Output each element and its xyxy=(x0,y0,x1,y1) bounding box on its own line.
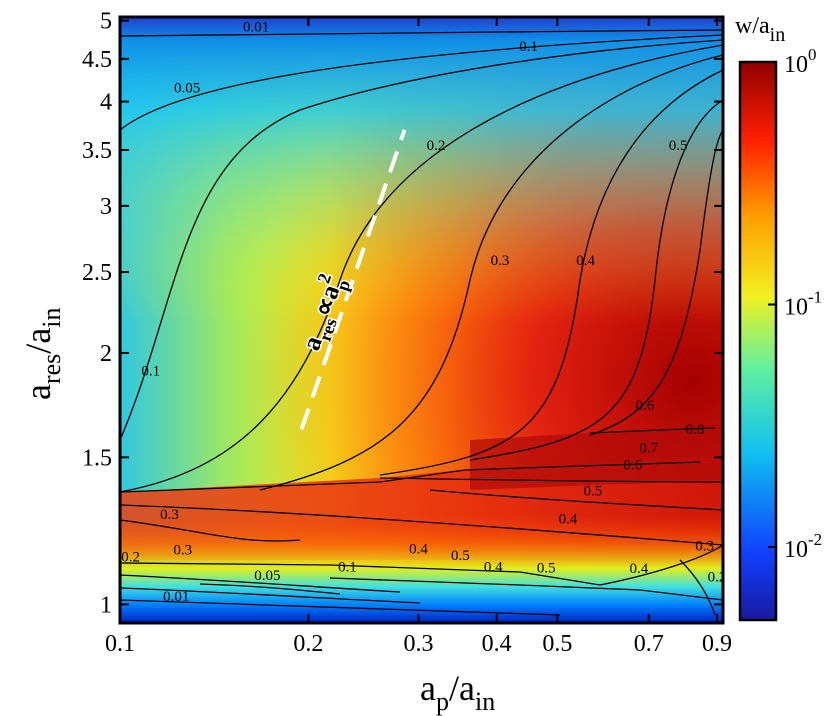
x-tick-label: 0.5 xyxy=(542,631,572,657)
contour-0.4-lower xyxy=(120,504,723,546)
plot-frame xyxy=(118,15,725,625)
contour-0.3 xyxy=(259,54,723,491)
colorbar xyxy=(738,60,778,622)
contour-label: 0.5 xyxy=(584,484,603,500)
y-axis-label: ares/ain xyxy=(18,307,66,400)
y-tick-label: 1 xyxy=(100,592,112,618)
contour-0.2-corner xyxy=(679,559,716,616)
contour-label: 0.2 xyxy=(121,550,140,566)
contour-labels: 0.010.10.050.2 0.50.3 0.40.10.60.80.70.60.… xyxy=(121,20,727,605)
y-tick-label: 1.5 xyxy=(82,445,112,471)
contour-label: 0.01 xyxy=(243,20,269,36)
contour-0.4-bottom xyxy=(329,577,723,601)
contour-label: 0.3 xyxy=(491,253,510,269)
y-tick-label: 4.5 xyxy=(82,47,112,73)
y-tick-label: 2 xyxy=(100,341,112,367)
contour-0.8 xyxy=(589,427,716,434)
contour-label: 0.01 xyxy=(163,589,189,605)
contour-0.1-upper xyxy=(120,39,723,441)
heatmap-bottom-fade xyxy=(120,17,723,623)
x-axis-ticks: 0.1 0.2 0.3 0.4 0.5 0.7 0.9 xyxy=(105,17,732,657)
heatmap-peak-region xyxy=(470,425,723,490)
contour-label: 0.3 xyxy=(160,507,179,523)
x-tick-label: 0.4 xyxy=(482,631,512,657)
x-axis-label: ap/ain xyxy=(420,668,495,716)
scaling-guide-line xyxy=(299,129,407,431)
y-tick-label: 3.5 xyxy=(82,138,112,164)
contour-label: 0.3 xyxy=(695,539,714,555)
y-axis-label-group: ares/ain xyxy=(18,307,66,400)
contour-label: 0.05 xyxy=(174,81,200,97)
contour-0.3-lower xyxy=(120,519,301,542)
contour-0.3-bottom xyxy=(120,544,723,586)
x-tick-label: 0.7 xyxy=(634,631,664,657)
contour-0.05-bottom xyxy=(120,587,421,604)
contour-label: 0.8 xyxy=(686,422,705,438)
x-tick-label: 0.2 xyxy=(293,631,323,657)
y-axis-ticks: 1 1.5 2 2.5 3 3.5 4 4.5 5 xyxy=(82,9,723,618)
colorbar-tick-label: 100 xyxy=(784,45,817,78)
contour-0.6-lower xyxy=(379,477,723,483)
contour-label: 0.4 xyxy=(484,559,503,575)
contour-label: 0.4 xyxy=(576,253,595,269)
contour-label: 0.2 xyxy=(708,570,727,586)
x-tick-label: 0.1 xyxy=(105,631,135,657)
contour-0.2-bottom xyxy=(120,574,401,593)
x-tick-label: 0.3 xyxy=(404,631,434,657)
contour-label: 0.7 xyxy=(639,441,658,457)
contour-label: 0.2 xyxy=(427,138,446,154)
contour-0.1-bottom xyxy=(199,583,341,595)
y-tick-label: 2.5 xyxy=(82,260,112,286)
contour-0.5-upper xyxy=(469,99,723,461)
contour-label: 0.5 xyxy=(451,548,470,564)
contour-0.2 xyxy=(120,44,723,493)
contour-label: 0.05 xyxy=(254,568,280,584)
colorbar-tick-label: 10-1 xyxy=(784,288,822,321)
contour-label: 0.4 xyxy=(629,561,648,577)
contour-label: 0.1 xyxy=(519,39,538,55)
y-tick-label: 5 xyxy=(100,9,112,35)
contour-label: 0.6 xyxy=(623,458,642,474)
colorbar-tick-label: 10-2 xyxy=(784,530,822,563)
y-tick-label: 4 xyxy=(100,90,112,116)
contour-label: 0.1 xyxy=(141,363,160,379)
heatmap: 0.010.10.050.2 0.50.3 0.40.10.60.80.70.60.… xyxy=(120,17,727,623)
contour-0.05-top xyxy=(120,34,723,131)
contour-0.4 xyxy=(379,69,723,476)
contour-label: 0.6 xyxy=(635,398,654,414)
contour-label: 0.4 xyxy=(409,542,428,558)
contour-0.5-lower xyxy=(429,489,723,511)
contour-0.01-bottom xyxy=(120,599,561,616)
contour-0.7 xyxy=(120,461,701,493)
contour-0.01-top xyxy=(120,29,723,37)
x-tick-label: 0.9 xyxy=(702,631,732,657)
colorbar-ticks: 100 10-1 10-2 xyxy=(768,45,822,563)
contour-label: 0.5 xyxy=(669,138,688,154)
contour-lines xyxy=(120,29,723,616)
contour-label: 0.4 xyxy=(559,511,578,527)
contour-label: 0.5 xyxy=(537,560,556,576)
y-tick-label: 3 xyxy=(100,194,112,220)
contour-label: 0.1 xyxy=(338,559,357,575)
contour-label: 0.3 xyxy=(173,542,192,558)
colorbar-label: w/ain xyxy=(735,13,785,46)
